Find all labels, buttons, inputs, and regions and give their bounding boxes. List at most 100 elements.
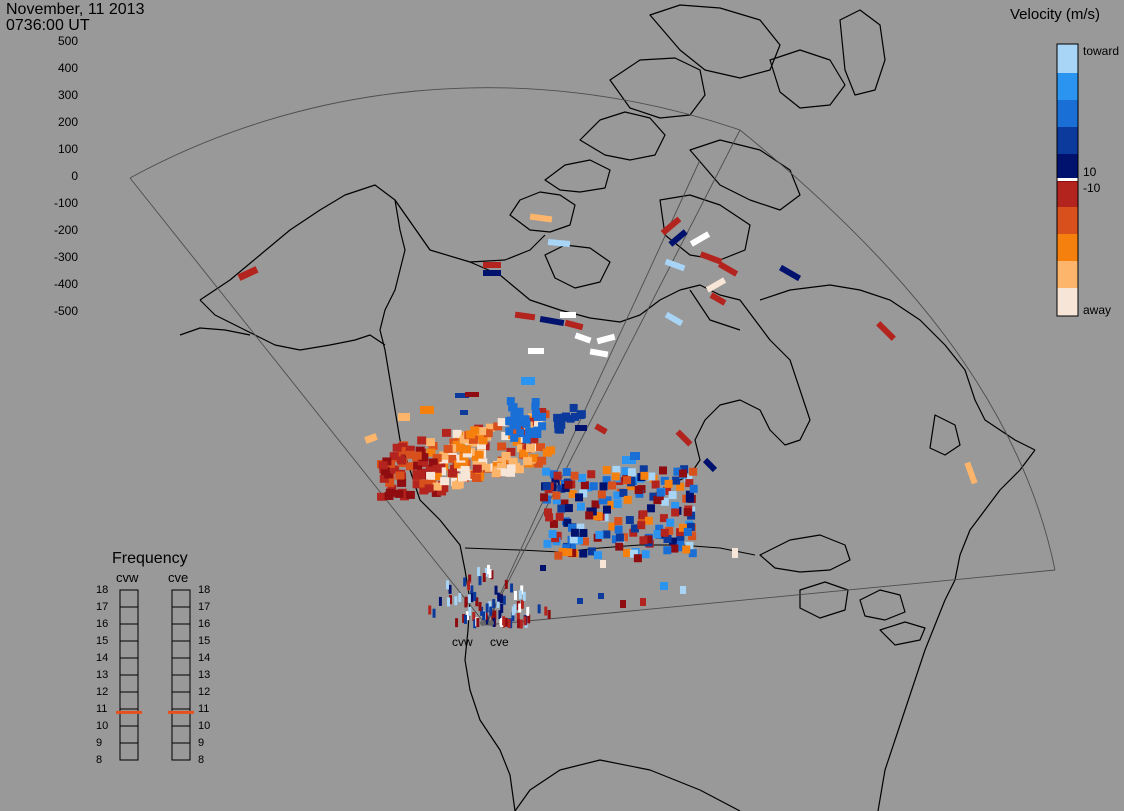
echo-strip xyxy=(598,593,604,599)
echo-strip xyxy=(514,311,536,321)
echo-cell xyxy=(673,467,682,476)
colorbar-neg-threshold: -10 xyxy=(1083,181,1101,195)
echo-cell xyxy=(679,469,688,478)
echo-cell xyxy=(504,579,508,589)
echo-cell xyxy=(485,463,495,472)
echo-cell xyxy=(569,403,578,412)
echo-strip xyxy=(589,348,609,358)
frequency-scale-label: 9 xyxy=(96,737,103,749)
echo-cell xyxy=(476,618,480,628)
echo-cell xyxy=(500,618,504,628)
echo-cell xyxy=(519,449,529,458)
echo-cell xyxy=(653,530,662,539)
frequency-scale-label: 8 xyxy=(198,754,205,766)
echo-cell xyxy=(570,412,579,421)
echo-cell xyxy=(417,436,427,445)
echo-strip xyxy=(600,560,606,568)
echo-cell xyxy=(493,610,497,620)
echo-strip xyxy=(483,270,501,276)
echo-strip xyxy=(398,413,410,421)
echo-strip xyxy=(483,262,501,268)
colorbar-tick-label: 0 xyxy=(71,169,78,183)
echo-cell xyxy=(478,436,488,445)
echo-cell xyxy=(659,514,668,523)
echo-strip xyxy=(575,425,587,431)
echo-cell xyxy=(518,603,522,613)
echo-cell xyxy=(497,468,507,477)
echo-cell xyxy=(480,606,484,616)
echo-cell xyxy=(496,598,500,608)
echo-strip xyxy=(364,433,378,444)
frequency-scale-label: 14 xyxy=(96,652,109,664)
frequency-bars xyxy=(119,589,191,761)
echo-cell xyxy=(639,465,648,474)
echo-cell xyxy=(474,450,484,459)
echo-cell xyxy=(484,567,488,577)
echo-strip xyxy=(539,315,565,327)
echo-strip xyxy=(680,586,686,594)
echo-cell xyxy=(543,539,552,548)
echo-cell xyxy=(452,429,462,438)
echo-cell xyxy=(531,402,540,411)
echo-cell xyxy=(489,606,493,616)
echo-strip xyxy=(529,213,553,223)
echo-cell xyxy=(517,444,527,453)
echo-cell xyxy=(646,504,655,513)
echo-cell xyxy=(587,470,596,479)
echo-cell xyxy=(579,489,588,498)
echo-cell xyxy=(579,528,588,537)
frequency-scale-label: 18 xyxy=(198,584,211,596)
echo-cell xyxy=(405,490,415,499)
echo-cell xyxy=(602,530,611,539)
echo-cell xyxy=(639,536,648,545)
colorbar-tick-label: -400 xyxy=(53,277,78,291)
echo-cell xyxy=(552,491,561,500)
echo-cell xyxy=(686,522,695,531)
frequency-scale-label: 15 xyxy=(96,635,109,647)
echo-cell xyxy=(560,499,569,508)
echo-cell xyxy=(448,584,452,594)
echo-strip xyxy=(521,377,535,385)
echo-cell xyxy=(564,504,573,513)
echo-cell xyxy=(394,489,404,498)
echo-cell xyxy=(473,619,477,629)
echo-cell xyxy=(501,432,511,441)
echo-cell xyxy=(437,487,447,496)
frequency-scale-label: 11 xyxy=(198,703,210,715)
echo-cell xyxy=(385,478,395,487)
timestamp-date: November, 11 2013 xyxy=(6,1,145,18)
echo-cell xyxy=(506,447,516,456)
echo-cell xyxy=(477,443,487,452)
echo-cell xyxy=(675,537,684,546)
echo-cell xyxy=(492,617,496,627)
echo-cell xyxy=(500,603,504,613)
frequency-scale-label: 13 xyxy=(198,669,211,681)
echo-cell xyxy=(531,409,540,418)
echo-cell xyxy=(612,465,621,474)
echo-cell xyxy=(502,616,506,626)
echo-cell xyxy=(379,474,389,483)
echo-cell xyxy=(488,601,492,611)
echo-cell xyxy=(432,464,442,473)
echo-cell xyxy=(451,481,461,490)
echo-cell xyxy=(549,519,558,528)
echo-cell xyxy=(547,610,551,620)
echo-cell xyxy=(456,443,466,452)
echo-cell xyxy=(513,604,517,614)
echo-cell xyxy=(432,472,442,481)
echo-cell xyxy=(438,596,442,606)
echo-cell xyxy=(523,457,533,466)
colorbar-tick-label: 400 xyxy=(57,61,78,75)
frequency-scale-label: 13 xyxy=(96,669,109,681)
echo-cell xyxy=(509,619,513,629)
echo-cell xyxy=(428,605,432,615)
echo-cell xyxy=(477,567,481,577)
echo-cell xyxy=(536,443,546,452)
echo-strip xyxy=(699,251,723,265)
echo-cell xyxy=(576,523,585,532)
echo-cell xyxy=(682,545,691,554)
echo-cell xyxy=(621,467,630,476)
frequency-scale-label: 10 xyxy=(198,720,211,732)
echo-strip xyxy=(964,461,978,485)
echo-cell xyxy=(446,597,450,607)
